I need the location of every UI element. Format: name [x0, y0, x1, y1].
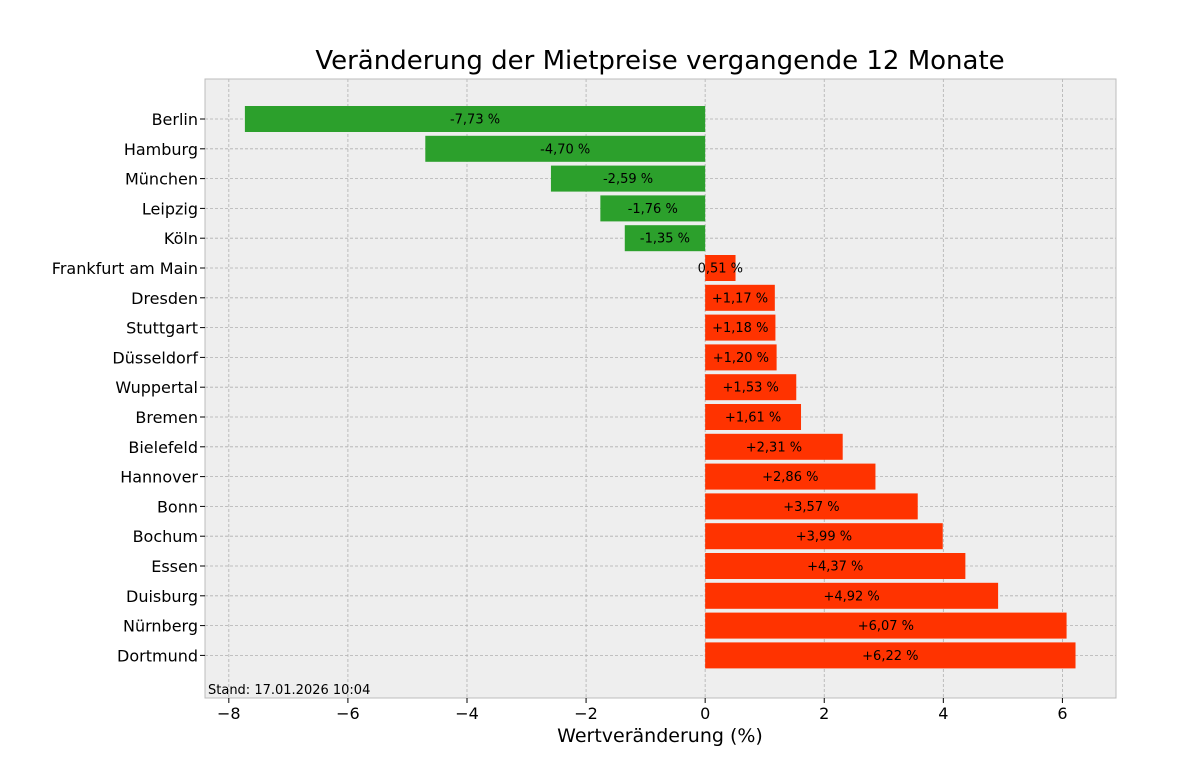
- x-tick-label: −2: [574, 704, 598, 723]
- chart-title: Veränderung der Mietpreise vergangende 1…: [315, 46, 1004, 76]
- bar: [705, 344, 777, 371]
- bar: [425, 135, 706, 162]
- bar: [705, 314, 776, 341]
- category-label: Berlin: [152, 110, 198, 129]
- data-label: +1,53 %: [723, 381, 779, 396]
- category-label: Nürnberg: [123, 617, 198, 636]
- bars: [244, 106, 1076, 669]
- data-labels: -7,73 % -4,70 % -2,59 % -1,76 % -1,35 % 0,51 …: [450, 113, 919, 664]
- category-label: Duisburg: [126, 587, 198, 606]
- data-label: +1,17 %: [712, 291, 768, 306]
- data-label: +1,61 %: [725, 411, 781, 426]
- data-label: +4,92 %: [823, 589, 879, 604]
- data-label: +6,22 %: [862, 649, 918, 664]
- x-tick-label: 4: [938, 704, 948, 723]
- data-label: +1,20 %: [713, 351, 769, 366]
- bar: [705, 642, 1076, 669]
- data-label: +6,07 %: [858, 619, 914, 634]
- data-label: -1,76 %: [628, 202, 678, 217]
- category-label: Hannover: [120, 468, 198, 487]
- x-tick-label: −4: [455, 704, 479, 723]
- x-tick-label: −8: [217, 704, 241, 723]
- category-label: Hamburg: [124, 140, 198, 159]
- data-label: +2,86 %: [762, 470, 818, 485]
- data-label: 0,51 %: [698, 262, 743, 277]
- bar: [705, 493, 918, 520]
- data-label: +3,57 %: [783, 500, 839, 515]
- data-label: -4,70 %: [540, 142, 590, 157]
- bar: [705, 582, 999, 609]
- category-label: Dresden: [131, 289, 198, 308]
- bar: [705, 463, 876, 490]
- x-tick-label: 0: [700, 704, 710, 723]
- x-tick-label: 2: [819, 704, 829, 723]
- y-axis-categories: Berlin Hamburg München Leipzig Köln Frankfurt…: [52, 110, 205, 665]
- bar: [705, 284, 775, 311]
- bar: [705, 523, 943, 550]
- bar: [244, 106, 706, 132]
- x-tick-label: 6: [1057, 704, 1067, 723]
- bar: [705, 255, 736, 281]
- category-label: Bochum: [133, 527, 198, 546]
- category-label: Essen: [151, 557, 198, 576]
- x-tick-label: −6: [336, 704, 360, 723]
- category-label: Leipzig: [142, 199, 198, 218]
- category-label: Wuppertal: [115, 378, 198, 397]
- timestamp-note: Stand: 17.01.2026 10:04: [208, 683, 370, 698]
- category-label: Bonn: [157, 497, 198, 516]
- bar: [550, 165, 706, 192]
- data-label: -2,59 %: [603, 172, 653, 187]
- bar: [600, 195, 706, 222]
- data-label: +3,99 %: [796, 530, 852, 545]
- category-label: Frankfurt am Main: [52, 259, 198, 278]
- x-axis-ticks: −8 −6 −4 −2 0 2 4 6: [217, 698, 1068, 723]
- category-label: Dortmund: [117, 646, 198, 665]
- category-label: Bielefeld: [128, 438, 198, 457]
- plot-frame: [204, 78, 1117, 699]
- data-label: -7,73 %: [450, 113, 500, 128]
- category-label: Stuttgart: [126, 319, 198, 338]
- bar: [705, 374, 797, 401]
- x-axis-label: Wertveränderung (%): [557, 725, 763, 747]
- bar: [624, 225, 706, 252]
- bar: [705, 404, 802, 430]
- data-label: +4,37 %: [807, 560, 863, 575]
- bar: [705, 433, 843, 460]
- data-label: -1,35 %: [640, 232, 690, 247]
- data-label: +1,18 %: [712, 321, 768, 336]
- bar: [705, 553, 966, 579]
- data-label: +2,31 %: [746, 440, 802, 455]
- category-label: München: [125, 170, 198, 189]
- category-label: Köln: [164, 229, 198, 248]
- category-label: Düsseldorf: [112, 348, 198, 367]
- bar: [705, 612, 1067, 639]
- category-label: Bremen: [135, 408, 198, 427]
